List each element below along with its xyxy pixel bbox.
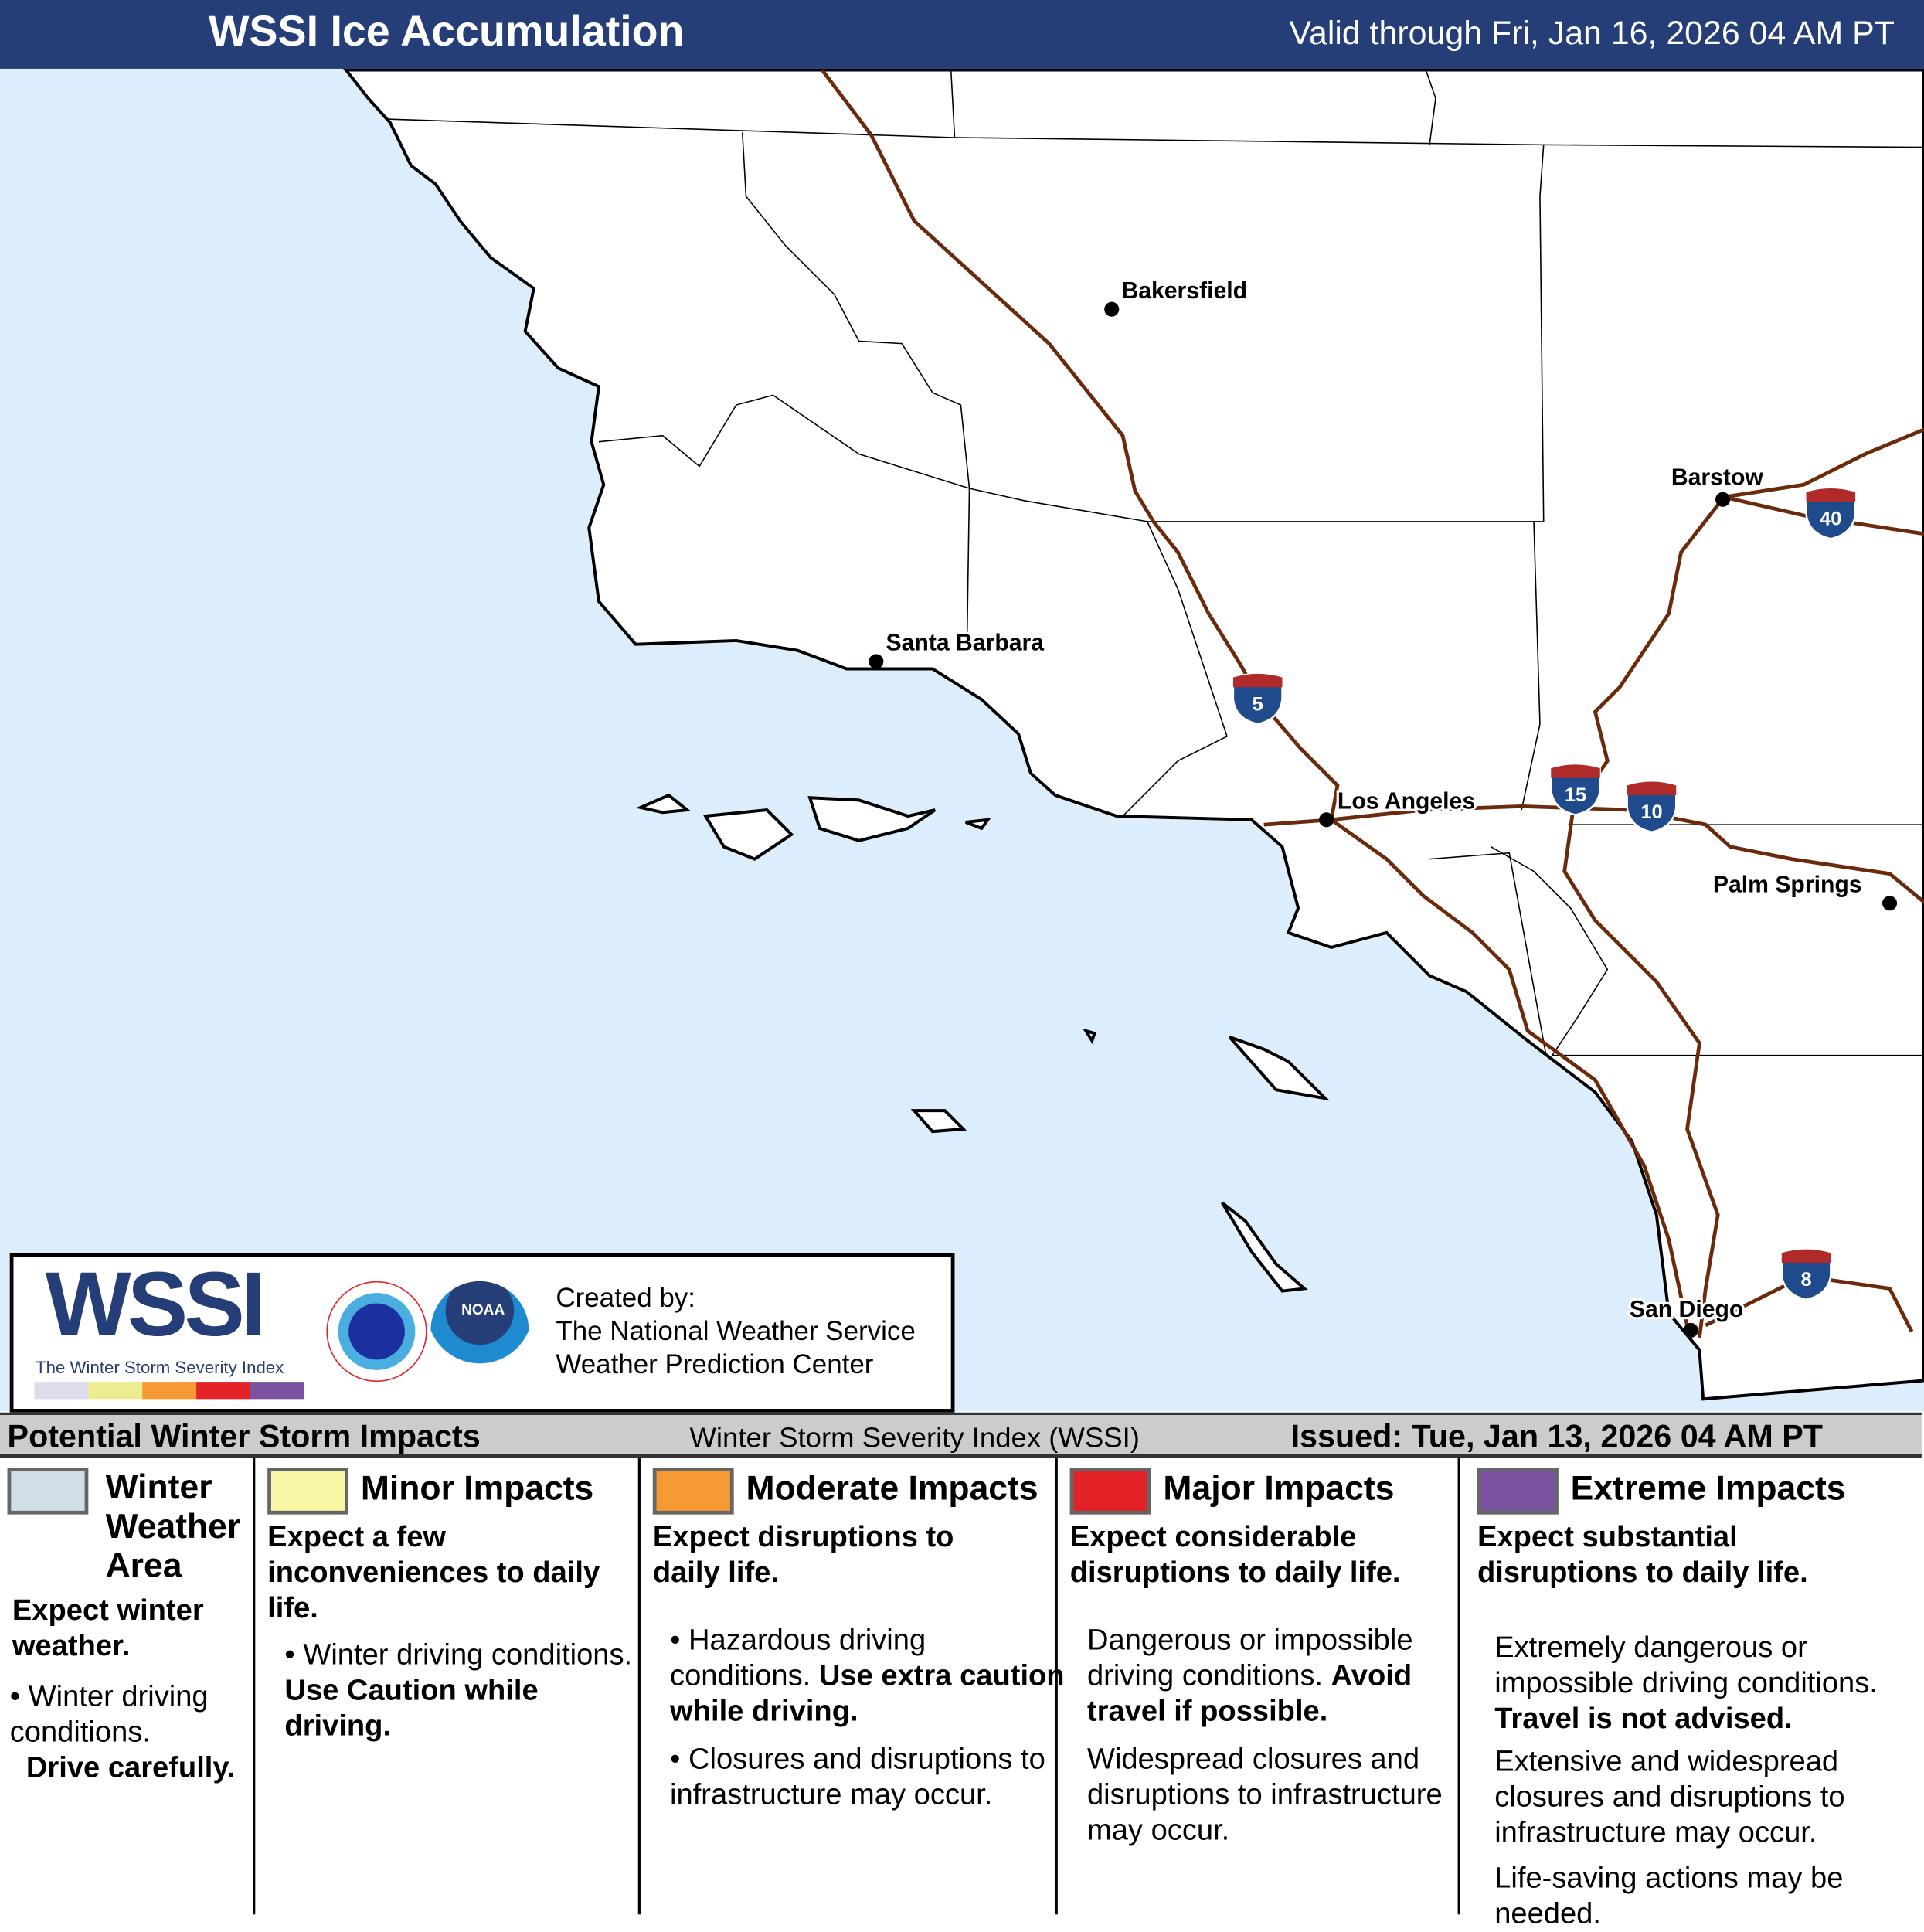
map: 5 15 10 40 8 Bakersfield Barstow Santa Barbara… (0, 68, 1924, 1412)
created-by-org1: The National Weather Service (556, 1315, 916, 1347)
interstate-shield-10: 10 (1626, 781, 1678, 833)
legend-winter-weather-area: Winter Weather Area Expect winter weathe… (0, 1458, 256, 1915)
city-dot (869, 654, 884, 669)
impact-legend: Winter Weather Area Expect winter weathe… (0, 1458, 1924, 1930)
legend-summary: Expect winter weather. (12, 1594, 204, 1663)
created-by-org2: Weather Prediction Center (556, 1349, 874, 1379)
legend-label: Winter Weather Area (105, 1468, 241, 1585)
legend-details: • Winter driving conditions. Drive caref… (9, 1679, 236, 1784)
scale-swatch (88, 1382, 143, 1400)
logo-box: WSSI The Winter Storm Severity Index NOA… (9, 1253, 955, 1413)
city-dot (1104, 301, 1120, 317)
impacts-bar: Potential Winter Storm Impacts Winter St… (0, 1412, 1922, 1458)
noaa-logo: NOAA (430, 1281, 529, 1379)
county-lines (386, 70, 1924, 1056)
legend-details: • Winter driving conditions. Use Caution… (284, 1638, 633, 1743)
city-dot (1319, 812, 1334, 828)
shields: 5 15 10 40 8 (1232, 487, 1857, 1301)
legend-moderate-impacts: Moderate Impacts Expect disruptions to d… (641, 1458, 1065, 1915)
city-label: San Diego (1630, 1297, 1743, 1322)
legend-swatch (652, 1468, 734, 1515)
city-label: Los Angeles (1338, 788, 1475, 814)
legend-extreme-impacts: Extreme Impacts Expect substantial disru… (1460, 1458, 1922, 1930)
wssi-logo: WSSI (45, 1253, 267, 1355)
legend-summary: Expect disruptions to daily life. (652, 1520, 954, 1590)
wssi-name: Winter Storm Severity Index (WSSI) (689, 1420, 1140, 1454)
city-markers: Bakersfield Barstow Santa Barbara Los Angel… (869, 276, 1898, 1338)
header-bar: WSSI Ice Accumulation Valid through Fri,… (0, 0, 1924, 69)
city-label: Bakersfield (1121, 278, 1247, 304)
interstate-shield-40: 40 (1805, 487, 1857, 540)
legend-details: Extremely dangerous or impossible drivin… (1494, 1631, 1878, 1930)
i5-route (821, 69, 1689, 1326)
city-dot (1882, 896, 1898, 911)
legend-label: Moderate Impacts (746, 1468, 1038, 1508)
i40-route (1723, 495, 1924, 536)
legend-label: Extreme Impacts (1570, 1468, 1846, 1508)
city-dot (1683, 1322, 1698, 1338)
legend-summary: Expect substantial disruptions to daily … (1477, 1520, 1808, 1590)
issued-time: Issued: Tue, Jan 13, 2026 04 AM PT (1290, 1417, 1824, 1454)
legend-summary: Expect a few inconveniences to daily lif… (267, 1520, 600, 1625)
svg-text:10: 10 (1640, 801, 1662, 823)
svg-text:40: 40 (1820, 509, 1841, 530)
legend-major-impacts: Major Impacts Expect considerable disrup… (1058, 1458, 1460, 1915)
legend-swatch (267, 1468, 348, 1515)
scale-swatch (250, 1382, 304, 1400)
scale-swatch (142, 1382, 197, 1400)
legend-details: • Hazardous driving conditions. Use extr… (670, 1623, 1065, 1811)
noaa-logo-text: NOAA (461, 1301, 505, 1318)
city-label: Santa Barbara (886, 631, 1045, 656)
legend-summary: Expect considerable disruptions to daily… (1069, 1520, 1401, 1590)
legend-details: Dangerous or impossible driving conditio… (1086, 1623, 1443, 1847)
scale-swatch (34, 1382, 89, 1400)
city-label: Palm Springs (1713, 872, 1862, 897)
islands (635, 793, 1330, 1293)
city-dot (1715, 492, 1731, 507)
legend-label: Major Impacts (1163, 1468, 1395, 1508)
interstate-shield-15: 15 (1550, 764, 1601, 816)
created-by: Created by: The National Weather Service… (556, 1281, 915, 1381)
scale-swatch (196, 1382, 250, 1400)
svg-text:15: 15 (1565, 784, 1586, 806)
interstate-shield-5: 5 (1232, 672, 1283, 726)
created-by-label: Created by: (556, 1282, 695, 1314)
valid-time: Valid through Fri, Jan 16, 2026 04 AM PT (1289, 15, 1895, 52)
legend-swatch (1069, 1468, 1151, 1515)
legend-label: Minor Impacts (360, 1468, 594, 1508)
nws-logo (326, 1281, 427, 1383)
legend-swatch (1477, 1468, 1559, 1515)
legend-minor-impacts: Minor Impacts Expect a few inconvenience… (255, 1458, 641, 1915)
svg-text:8: 8 (1800, 1269, 1811, 1291)
impacts-title: Potential Winter Storm Impacts (7, 1417, 481, 1454)
legend-swatch (7, 1468, 89, 1515)
city-label: Barstow (1671, 464, 1764, 490)
wssi-logo-subtitle: The Winter Storm Severity Index (36, 1357, 284, 1377)
svg-text:5: 5 (1253, 693, 1263, 715)
wssi-color-scale (34, 1382, 304, 1400)
interstate-shield-8: 8 (1780, 1248, 1832, 1301)
map-title: WSSI Ice Accumulation (208, 7, 685, 56)
